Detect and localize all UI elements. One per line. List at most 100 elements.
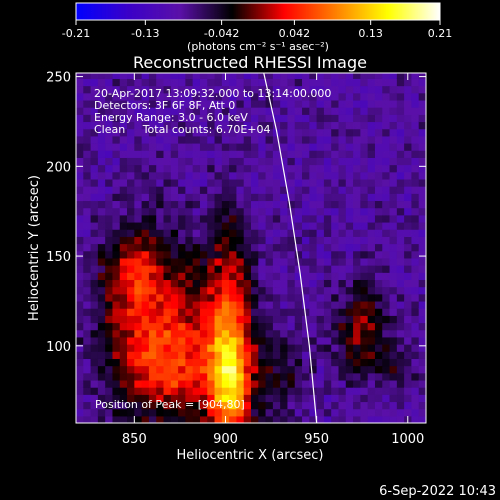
heatmap-cell — [338, 78, 347, 87]
heatmap-cell — [382, 92, 391, 101]
heatmap-cell — [221, 121, 230, 130]
heatmap-cell — [105, 121, 114, 130]
heatmap-cell — [141, 114, 150, 123]
heatmap-cell — [367, 344, 376, 352]
heatmap-cell — [221, 200, 230, 209]
heatmap-cell — [105, 372, 114, 381]
heatmap-cell — [192, 178, 201, 187]
heatmap-cell — [382, 279, 391, 288]
heatmap-cell — [338, 300, 347, 309]
heatmap-cell — [90, 272, 99, 281]
heatmap-cell — [112, 171, 121, 180]
heatmap-cell — [207, 114, 216, 123]
heatmap-cell — [353, 300, 361, 309]
heatmap-cell — [309, 200, 318, 209]
heatmap-cell — [280, 85, 289, 94]
heatmap-cell — [316, 200, 325, 209]
heatmap-cell — [229, 300, 238, 309]
heatmap-cell — [192, 107, 201, 115]
heatmap-cell — [178, 394, 186, 403]
heatmap-cell — [236, 394, 245, 403]
heatmap-cell — [374, 186, 383, 194]
heatmap-cell — [199, 236, 208, 245]
heatmap-cell — [331, 200, 340, 209]
heatmap-cell — [374, 315, 383, 324]
heatmap-cell — [112, 408, 121, 417]
heatmap-cell — [367, 379, 376, 388]
heatmap-cell — [105, 300, 114, 309]
heatmap-cell — [127, 85, 135, 94]
heatmap-cell — [236, 265, 245, 273]
heatmap-cell — [243, 394, 252, 403]
heatmap-cell — [404, 85, 413, 94]
heatmap-cell — [236, 157, 245, 166]
heatmap-cell — [236, 121, 245, 130]
heatmap-cell — [272, 92, 281, 101]
heatmap-cell — [178, 135, 186, 144]
heatmap-cell — [236, 250, 245, 259]
heatmap-cell — [221, 99, 230, 108]
heatmap-cell — [331, 114, 340, 123]
heatmap-cell — [199, 214, 208, 223]
heatmap-cell — [338, 293, 347, 302]
heatmap-cell — [367, 128, 376, 137]
heatmap-cell — [214, 207, 223, 216]
heatmap-cell — [185, 379, 194, 388]
heatmap-cell — [418, 243, 426, 252]
heatmap-cell — [236, 293, 245, 302]
heatmap-cell — [127, 164, 135, 173]
heatmap-cell — [302, 394, 310, 403]
heatmap-cell — [367, 200, 376, 209]
heatmap-cell — [287, 135, 296, 144]
heatmap-cell — [170, 214, 179, 223]
heatmap-cell — [134, 394, 143, 403]
heatmap-cell — [97, 265, 106, 273]
heatmap-cell — [360, 372, 369, 381]
heatmap-cell — [119, 329, 128, 338]
heatmap-cell — [141, 408, 150, 417]
heatmap-cell — [258, 128, 267, 137]
heatmap-cell — [170, 372, 179, 381]
heatmap-cell — [404, 293, 413, 302]
heatmap-cell — [192, 171, 201, 180]
heatmap-cell — [265, 387, 274, 395]
heatmap-cell — [236, 114, 245, 123]
heatmap-cell — [345, 336, 354, 345]
heatmap-cell — [236, 379, 245, 388]
heatmap-cell — [411, 143, 420, 151]
heatmap-cell — [105, 229, 114, 237]
heatmap-cell — [236, 322, 245, 331]
heatmap-cell — [418, 308, 426, 316]
heatmap-cell — [323, 200, 332, 209]
heatmap-cell — [83, 92, 92, 101]
heatmap-cell — [345, 99, 354, 108]
heatmap-cell — [156, 408, 165, 417]
heatmap-cell — [353, 394, 361, 403]
heatmap-cell — [90, 243, 99, 252]
heatmap-cell — [316, 178, 325, 187]
heatmap-cell — [345, 214, 354, 223]
heatmap-cell — [141, 308, 150, 316]
heatmap-cell — [418, 85, 426, 94]
heatmap-cell — [345, 372, 354, 381]
heatmap-cell — [148, 387, 157, 395]
heatmap-cell — [389, 415, 398, 423]
heatmap-cell — [280, 186, 289, 194]
heatmap-cell — [127, 394, 135, 403]
heatmap-cell — [229, 286, 238, 295]
heatmap-cell — [258, 315, 267, 324]
heatmap-cell — [396, 293, 405, 302]
heatmap-cell — [396, 329, 405, 338]
heatmap-cell — [105, 315, 114, 324]
heatmap-cell — [214, 143, 223, 151]
heatmap-cell — [178, 308, 186, 316]
heatmap-cell — [404, 315, 413, 324]
heatmap-cell — [214, 344, 223, 352]
heatmap-cell — [323, 272, 332, 281]
heatmap-cell — [185, 286, 194, 295]
heatmap-cell — [199, 272, 208, 281]
heatmap-cell — [382, 379, 391, 388]
heatmap-cell — [389, 358, 398, 367]
heatmap-cell — [411, 236, 420, 245]
colorbar: -0.21 -0.13 -0.042 0.042 0.13 0.21 (photons c… — [62, 2, 452, 53]
